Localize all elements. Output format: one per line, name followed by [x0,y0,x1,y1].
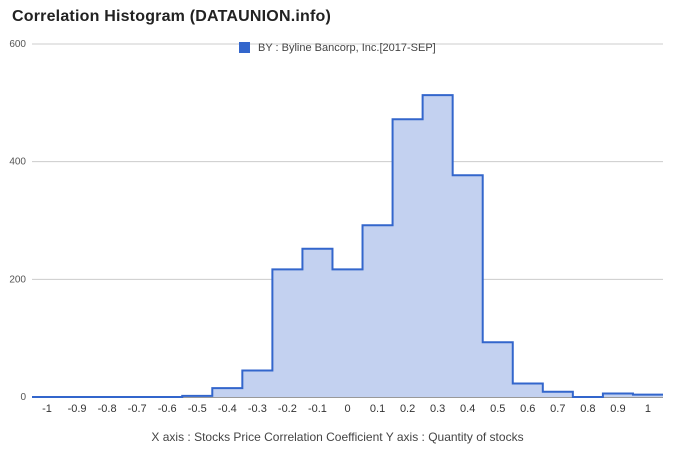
x-axis-ticks: -1 -0.9 -0.8 -0.7 -0.6 -0.5 -0.4 -0.3 -0.2 -0.1 0 0… [42,403,651,415]
x-tick-label: 0.2 [400,403,415,415]
x-tick-label: 0.1 [370,403,385,415]
y-axis-ticks: 0 200 400 600 [9,39,26,403]
legend[interactable]: BY : Byline Bancorp, Inc.[2017-SEP] [239,42,436,54]
x-tick-label: 0 [344,403,350,415]
x-axis-title: X axis : Stocks Price Correlation Coeffi… [151,430,524,444]
x-tick-label: -0.1 [308,403,327,415]
histogram-area [32,94,663,398]
x-tick-label: -0.3 [248,403,267,415]
histogram-bin [272,269,302,397]
legend-label: BY : Byline Bancorp, Inc.[2017-SEP] [258,42,436,54]
y-tick-label: 0 [20,392,26,403]
histogram-bin [393,119,423,397]
histogram-bin [212,388,242,397]
histogram-bin [633,395,663,397]
histogram-fill [32,95,663,397]
histogram-bin [453,175,483,397]
x-tick-label: 0.5 [490,403,505,415]
x-tick-label: -0.2 [278,403,297,415]
y-tick-label: 600 [9,39,26,50]
x-tick-label: -0.8 [98,403,117,415]
histogram-bin [302,249,332,397]
x-tick-label: 0.6 [520,403,535,415]
histogram-bin [363,225,393,397]
histogram-bin [423,95,453,397]
chart-title: Correlation Histogram (DATAUNION.info) [12,8,331,25]
x-tick-label: -0.5 [188,403,207,415]
x-tick-label: 1 [645,403,651,415]
x-tick-label: -0.7 [128,403,147,415]
x-tick-label: 0.3 [430,403,445,415]
x-tick-label: 0.9 [610,403,625,415]
x-tick-label: -0.6 [158,403,177,415]
x-tick-label: -1 [42,403,52,415]
x-tick-label: 0.7 [550,403,565,415]
histogram-bin [543,392,573,397]
y-tick-label: 400 [9,157,26,168]
histogram-outline [32,94,663,398]
histogram-bin [332,269,362,397]
x-tick-label: 0.4 [460,403,475,415]
histogram-bin [603,393,633,397]
histogram-bin [182,396,212,397]
histogram-bin [483,342,513,397]
y-tick-label: 200 [9,274,26,285]
histogram-bin [513,383,543,397]
legend-swatch [239,42,250,53]
x-tick-label: 0.8 [580,403,595,415]
histogram-bin [242,371,272,397]
x-tick-label: -0.9 [68,403,87,415]
x-tick-label: -0.4 [218,403,237,415]
